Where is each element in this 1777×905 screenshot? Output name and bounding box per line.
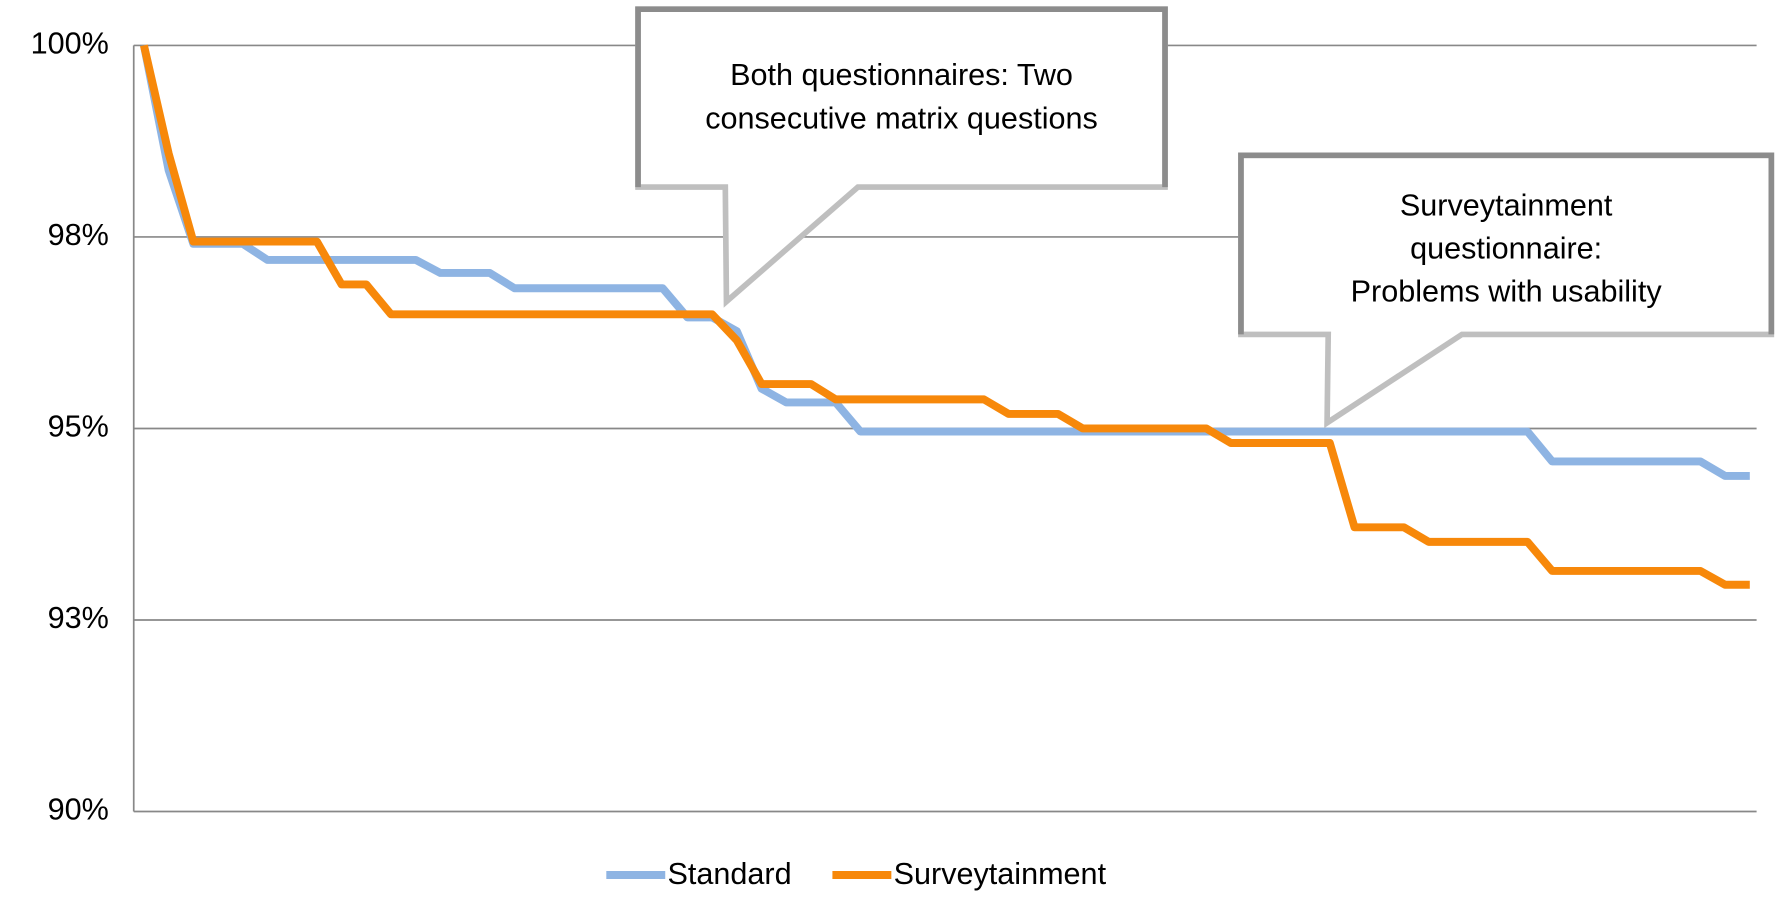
legend-label: Standard xyxy=(668,857,792,891)
callout-text: questionnaire: xyxy=(1410,232,1602,266)
y-tick-label: 93% xyxy=(48,601,109,635)
callouts: Both questionnaires: Two consecutive matr… xyxy=(635,6,1775,429)
callout-text: Both questionnaires: Two xyxy=(730,58,1073,92)
callout-edge xyxy=(1238,152,1775,335)
series-line xyxy=(140,44,1750,589)
callout-edge xyxy=(635,6,1168,188)
y-tick-label: 98% xyxy=(48,218,109,252)
legend-label: Surveytainment xyxy=(894,857,1107,891)
y-tick-label: 100% xyxy=(31,26,109,60)
series-line xyxy=(140,44,1750,480)
callout-text: consecutive matrix questions xyxy=(705,101,1098,135)
y-tick-label: 90% xyxy=(48,793,109,827)
callout-text: Surveytainment xyxy=(1400,189,1613,223)
legend: Standard Surveytainment xyxy=(606,857,1107,891)
y-tick-label: 95% xyxy=(48,410,109,444)
plot xyxy=(140,44,1750,589)
grid: 90% 93% 95% 98% 100% xyxy=(31,26,1757,827)
callout-box xyxy=(635,6,1168,308)
callout-text: Problems with usability xyxy=(1351,275,1663,309)
